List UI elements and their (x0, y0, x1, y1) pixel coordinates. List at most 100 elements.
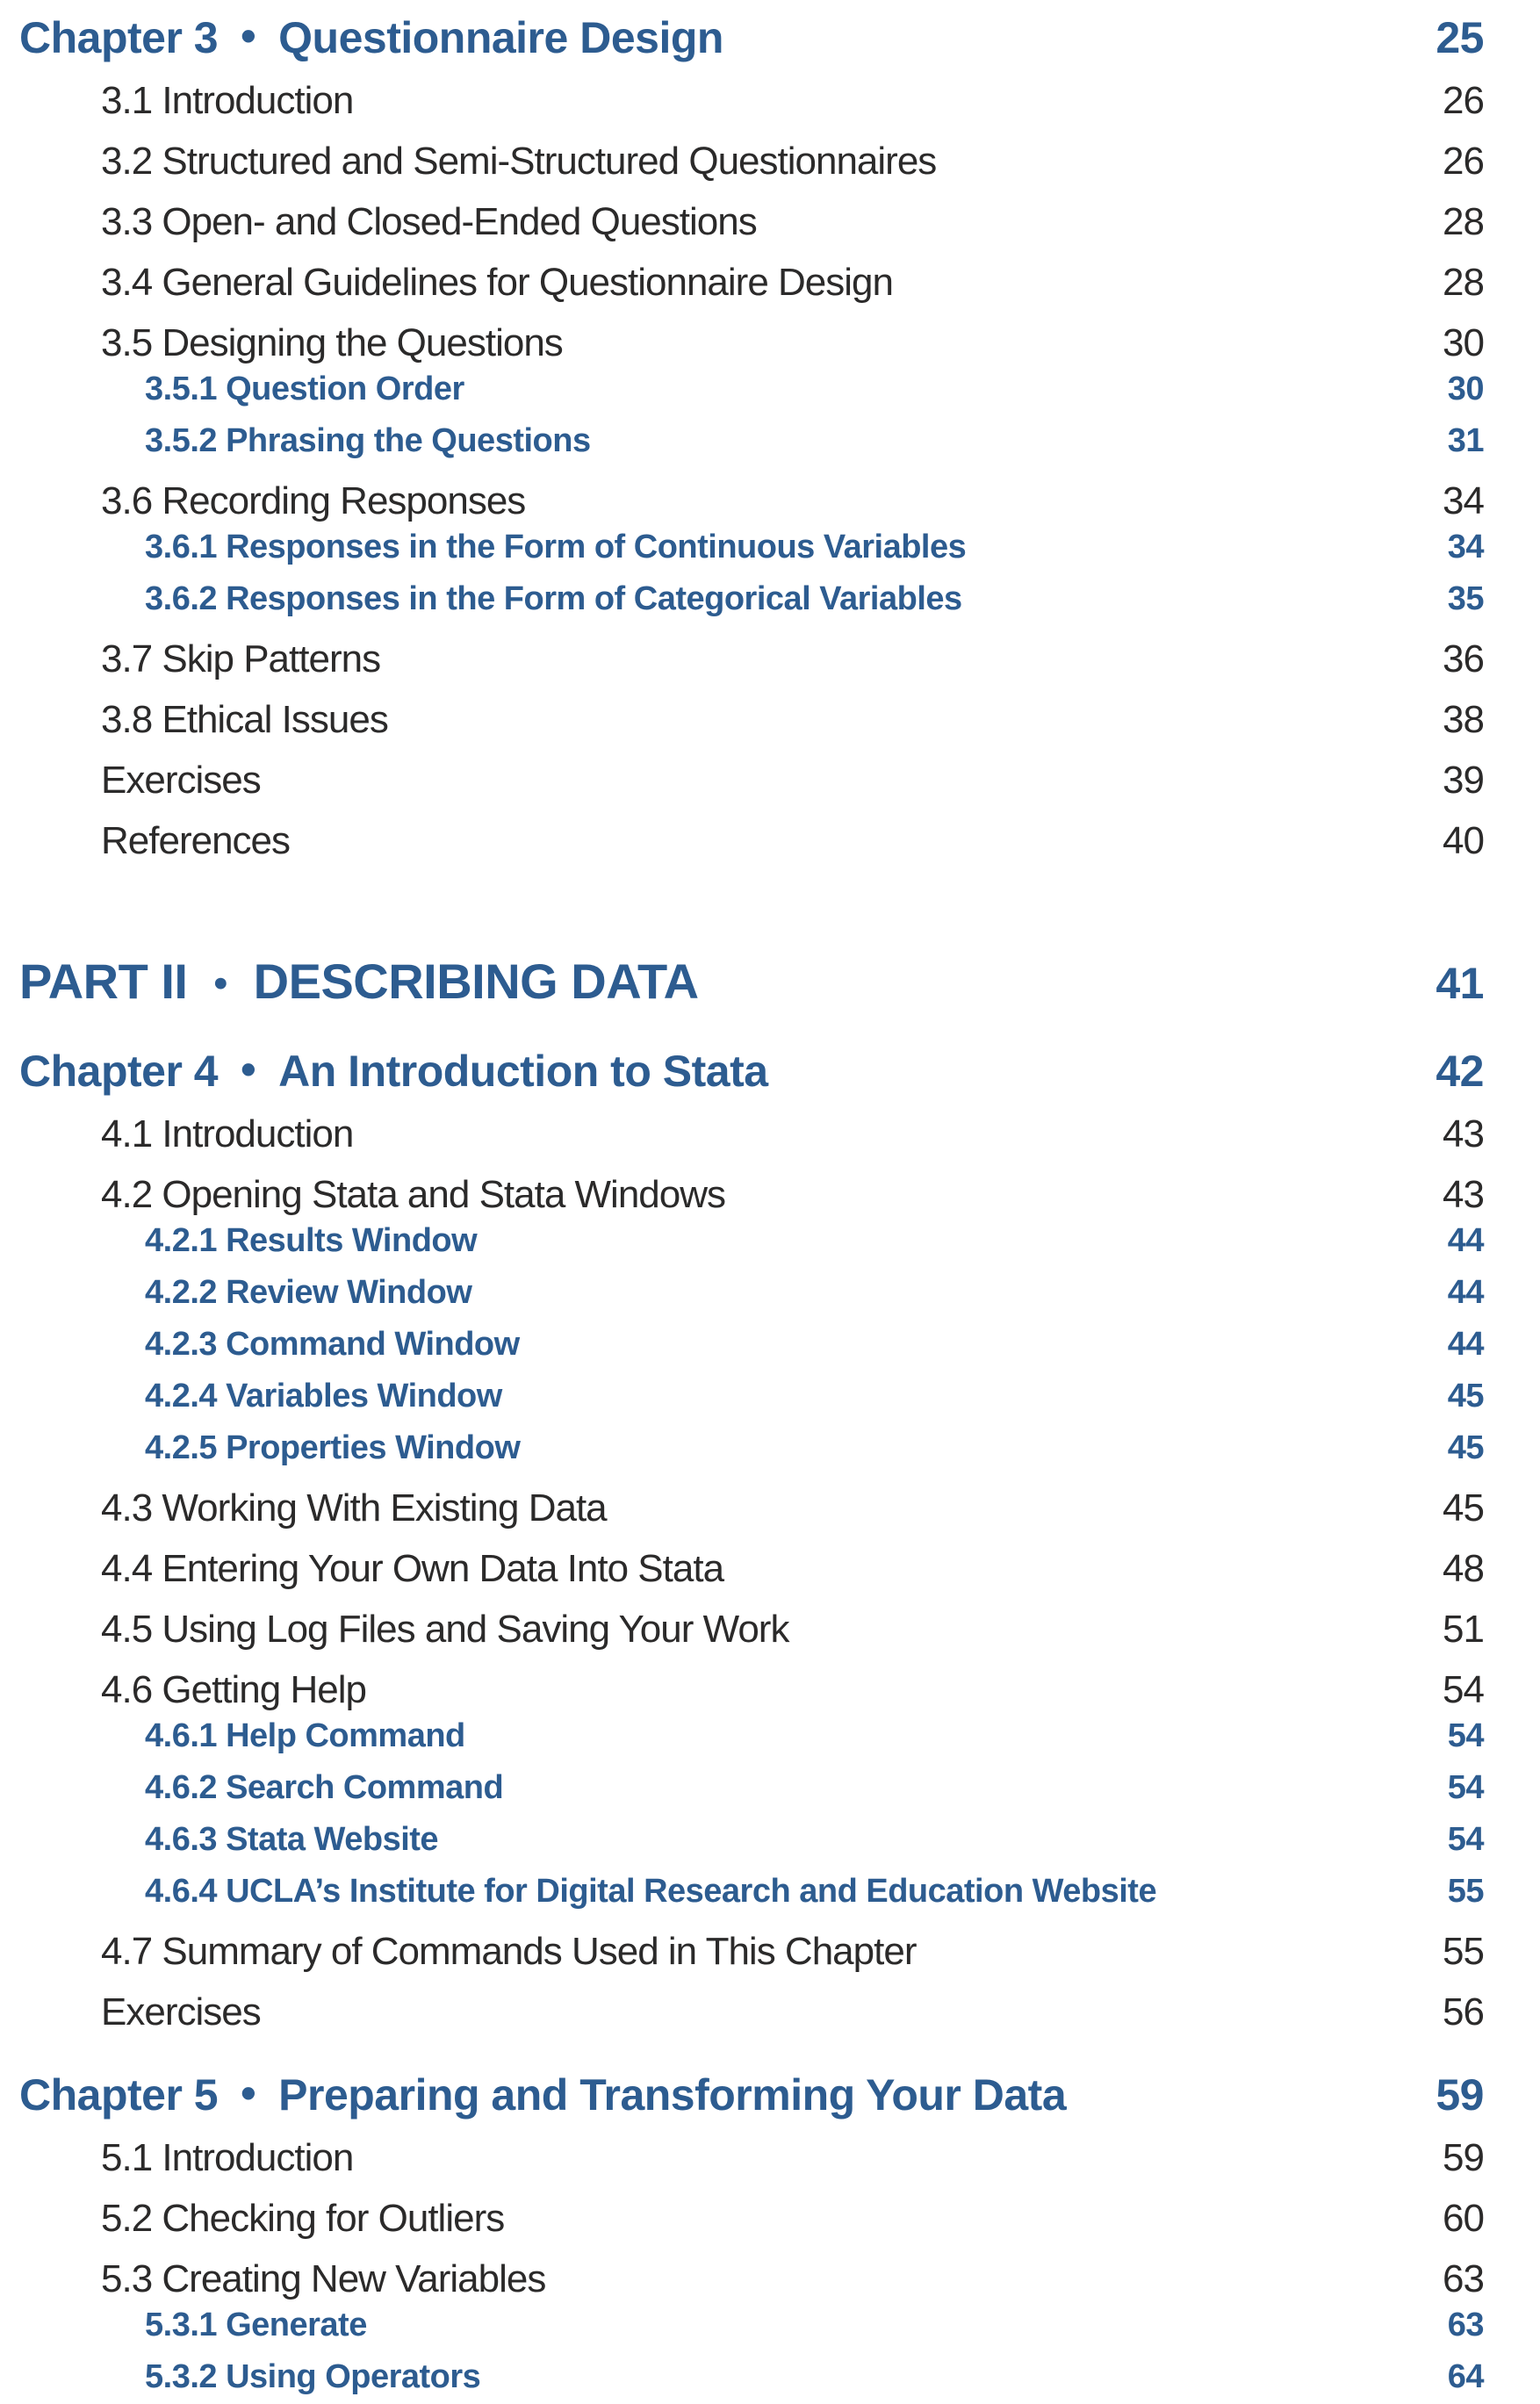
toc-entry-page: 44 (1447, 1274, 1485, 1311)
toc-entry-page: 34 (1443, 479, 1485, 522)
toc-entry-section: 3.2 Structured and Semi-Structured Quest… (19, 137, 1485, 185)
toc-entry-sub: 3.6.2 Responses in the Form of Categoric… (19, 579, 1485, 620)
toc-entry-title: Exercises (101, 759, 262, 802)
toc-entry-title: 3.1 Introduction (101, 79, 354, 122)
toc-entry-sub: 4.2.4 Variables Window 45 (19, 1376, 1485, 1417)
toc-entry-page: 28 (1443, 200, 1485, 243)
toc-entry-page: 42 (1436, 1047, 1484, 1096)
toc-entry-section: 4.4 Entering Your Own Data Into Stata 48 (19, 1544, 1485, 1593)
toc-entry-label: 5.2 Checking for Outliers (101, 2194, 505, 2242)
toc-entry-section: 4.5 Using Log Files and Saving Your Work… (19, 1605, 1485, 1653)
toc-entry-sub: 4.2.3 Command Window 44 (19, 1324, 1485, 1365)
toc-entry-title: 4.2.2 Review Window (145, 1274, 472, 1311)
toc-entry-label: 3.6.1 Responses in the Form of Continuou… (145, 527, 967, 568)
toc-entry-title: 3.6.1 Responses in the Form of Continuou… (145, 529, 967, 565)
toc-entry-page: 56 (1443, 1990, 1485, 2033)
toc-entry-label: 4.6 Getting Help (101, 1666, 367, 1714)
toc-entry-label: References (101, 817, 291, 865)
toc-entry-page: 44 (1447, 1222, 1485, 1259)
toc-entry-section: 5.2 Checking for Outliers 60 (19, 2194, 1485, 2242)
toc-entry-chapter: Chapter 4 • An Introduction to Stata 42 (19, 1044, 1484, 1098)
toc-entry-label: 4.2 Opening Stata and Stata Windows (101, 1170, 726, 1219)
part-prefix: PART II (19, 954, 188, 1009)
toc-entry-title: 3.6 Recording Responses (101, 479, 526, 522)
toc-entry-page: 63 (1443, 2257, 1485, 2300)
toc-entry-label: 3.7 Skip Patterns (101, 635, 381, 683)
toc-entry-title: 5.1 Introduction (101, 2136, 354, 2179)
toc-entry-sub: 3.6.1 Responses in the Form of Continuou… (19, 527, 1485, 568)
toc-entry-page: 30 (1443, 321, 1485, 364)
toc-entry-page: 38 (1443, 698, 1485, 741)
toc-entry-page: 45 (1443, 1486, 1485, 1529)
toc-entry-page: 41 (1436, 959, 1484, 1008)
toc-entry-label: 3.6 Recording Responses (101, 477, 526, 525)
toc-entry-title: 4.1 Introduction (101, 1112, 354, 1155)
toc-entry-label: 5.3.1 Generate (145, 2305, 367, 2346)
toc-entry-label: 4.6.3 Stata Website (145, 1819, 439, 1861)
toc-entry-page: 35 (1447, 580, 1485, 617)
toc-entry-section: 5.1 Introduction 59 (19, 2134, 1485, 2182)
toc-entry-sub: 4.2.5 Properties Window 45 (19, 1428, 1485, 1469)
toc-entry-sub: 4.6.4 UCLA’s Institute for Digital Resea… (19, 1871, 1485, 1912)
toc-entry-page: 34 (1447, 529, 1485, 565)
toc-entry-section: 3.1 Introduction 26 (19, 76, 1485, 125)
toc-entry-sub: 4.6.2 Search Command 54 (19, 1767, 1485, 1809)
toc-entry-label: 3.5 Designing the Questions (101, 319, 564, 367)
toc-entry-page: 39 (1443, 759, 1485, 802)
toc-entry-title: 3.8 Ethical Issues (101, 698, 389, 741)
toc-entry-sub: 4.6.1 Help Command 54 (19, 1716, 1485, 1757)
toc-entry-label: 4.6.2 Search Command (145, 1767, 504, 1809)
chapter-prefix: Chapter 3 (19, 13, 219, 62)
toc-entry-label: 3.5.2 Phrasing the Questions (145, 421, 591, 462)
toc-entry-label: Exercises (101, 1988, 262, 2036)
toc-entry-page: 44 (1447, 1326, 1485, 1363)
toc-entry-title: 4.5 Using Log Files and Saving Your Work (101, 1608, 789, 1651)
toc-entry-title: 4.6.2 Search Command (145, 1769, 504, 1806)
chapter-prefix: Chapter 5 (19, 2070, 219, 2120)
toc-entry-section: 3.5 Designing the Questions 30 (19, 319, 1485, 367)
toc-entry-page: 28 (1443, 261, 1485, 304)
toc-entry-section: References 40 (19, 817, 1485, 865)
toc-entry-label: 5.1 Introduction (101, 2134, 354, 2182)
toc-entry-title: Preparing and Transforming Your Data (278, 2070, 1067, 2120)
toc-entry-section: 3.3 Open- and Closed-Ended Questions 28 (19, 198, 1485, 246)
toc-entry-page: 45 (1447, 1429, 1485, 1466)
toc-entry-part: PART II • DESCRIBING DATA 41 (19, 951, 1484, 1016)
toc-entry-title: 4.6.4 UCLA’s Institute for Digital Resea… (145, 1873, 1157, 1910)
toc-entry-page: 48 (1443, 1547, 1485, 1590)
toc-entry-section: 3.6 Recording Responses 34 (19, 477, 1485, 525)
bullet-icon: • (213, 961, 227, 1005)
toc-entry-label: Exercises (101, 756, 262, 804)
toc-entry-title: 5.2 Checking for Outliers (101, 2197, 505, 2240)
toc-entry-label: 4.4 Entering Your Own Data Into Stata (101, 1544, 724, 1593)
toc-entry-label: PART II • DESCRIBING DATA (19, 951, 699, 1016)
toc-entry-section: 3.8 Ethical Issues 38 (19, 695, 1485, 744)
toc-entry-title: 4.6.3 Stata Website (145, 1821, 439, 1858)
toc-entry-title: 3.5 Designing the Questions (101, 321, 564, 364)
toc-entry-title: 3.3 Open- and Closed-Ended Questions (101, 200, 758, 243)
toc-entry-label: 4.1 Introduction (101, 1110, 354, 1158)
toc-entry-title: 4.2.3 Command Window (145, 1326, 520, 1363)
toc-entry-page: 55 (1443, 1930, 1485, 1973)
toc-entry-label: 3.5.1 Question Order (145, 369, 464, 410)
toc-entry-title: 5.3.2 Using Operators (145, 2358, 481, 2395)
toc-entry-page: 25 (1436, 13, 1484, 62)
toc-entry-page: 43 (1443, 1173, 1485, 1216)
toc-entry-page: 45 (1447, 1378, 1485, 1414)
toc-entry-title: 4.2 Opening Stata and Stata Windows (101, 1173, 726, 1216)
toc-entry-sub: 5.3.1 Generate 63 (19, 2305, 1485, 2346)
toc-entry-title: 5.3 Creating New Variables (101, 2257, 546, 2300)
toc-entry-sub: 4.2.2 Review Window 44 (19, 1272, 1485, 1314)
toc-entry-chapter: Chapter 5 • Preparing and Transforming You… (19, 2068, 1484, 2122)
toc-entry-title: 4.6 Getting Help (101, 1668, 367, 1711)
toc-entry-label: 4.2.4 Variables Window (145, 1376, 502, 1417)
toc-entry-label: 4.2.3 Command Window (145, 1324, 520, 1365)
toc-entry-title: 4.3 Working With Existing Data (101, 1486, 608, 1529)
toc-entry-page: 64 (1447, 2358, 1485, 2395)
toc-entry-title: Questionnaire Design (278, 13, 723, 62)
toc-entry-label: 4.3 Working With Existing Data (101, 1484, 608, 1532)
toc-entry-label: 4.6.1 Help Command (145, 1716, 465, 1757)
toc-entry-section: 3.4 General Guidelines for Questionnaire… (19, 258, 1485, 306)
toc-entry-sub: 3.5.2 Phrasing the Questions 31 (19, 421, 1485, 462)
toc-entry-sub: 4.6.3 Stata Website 54 (19, 1819, 1485, 1861)
